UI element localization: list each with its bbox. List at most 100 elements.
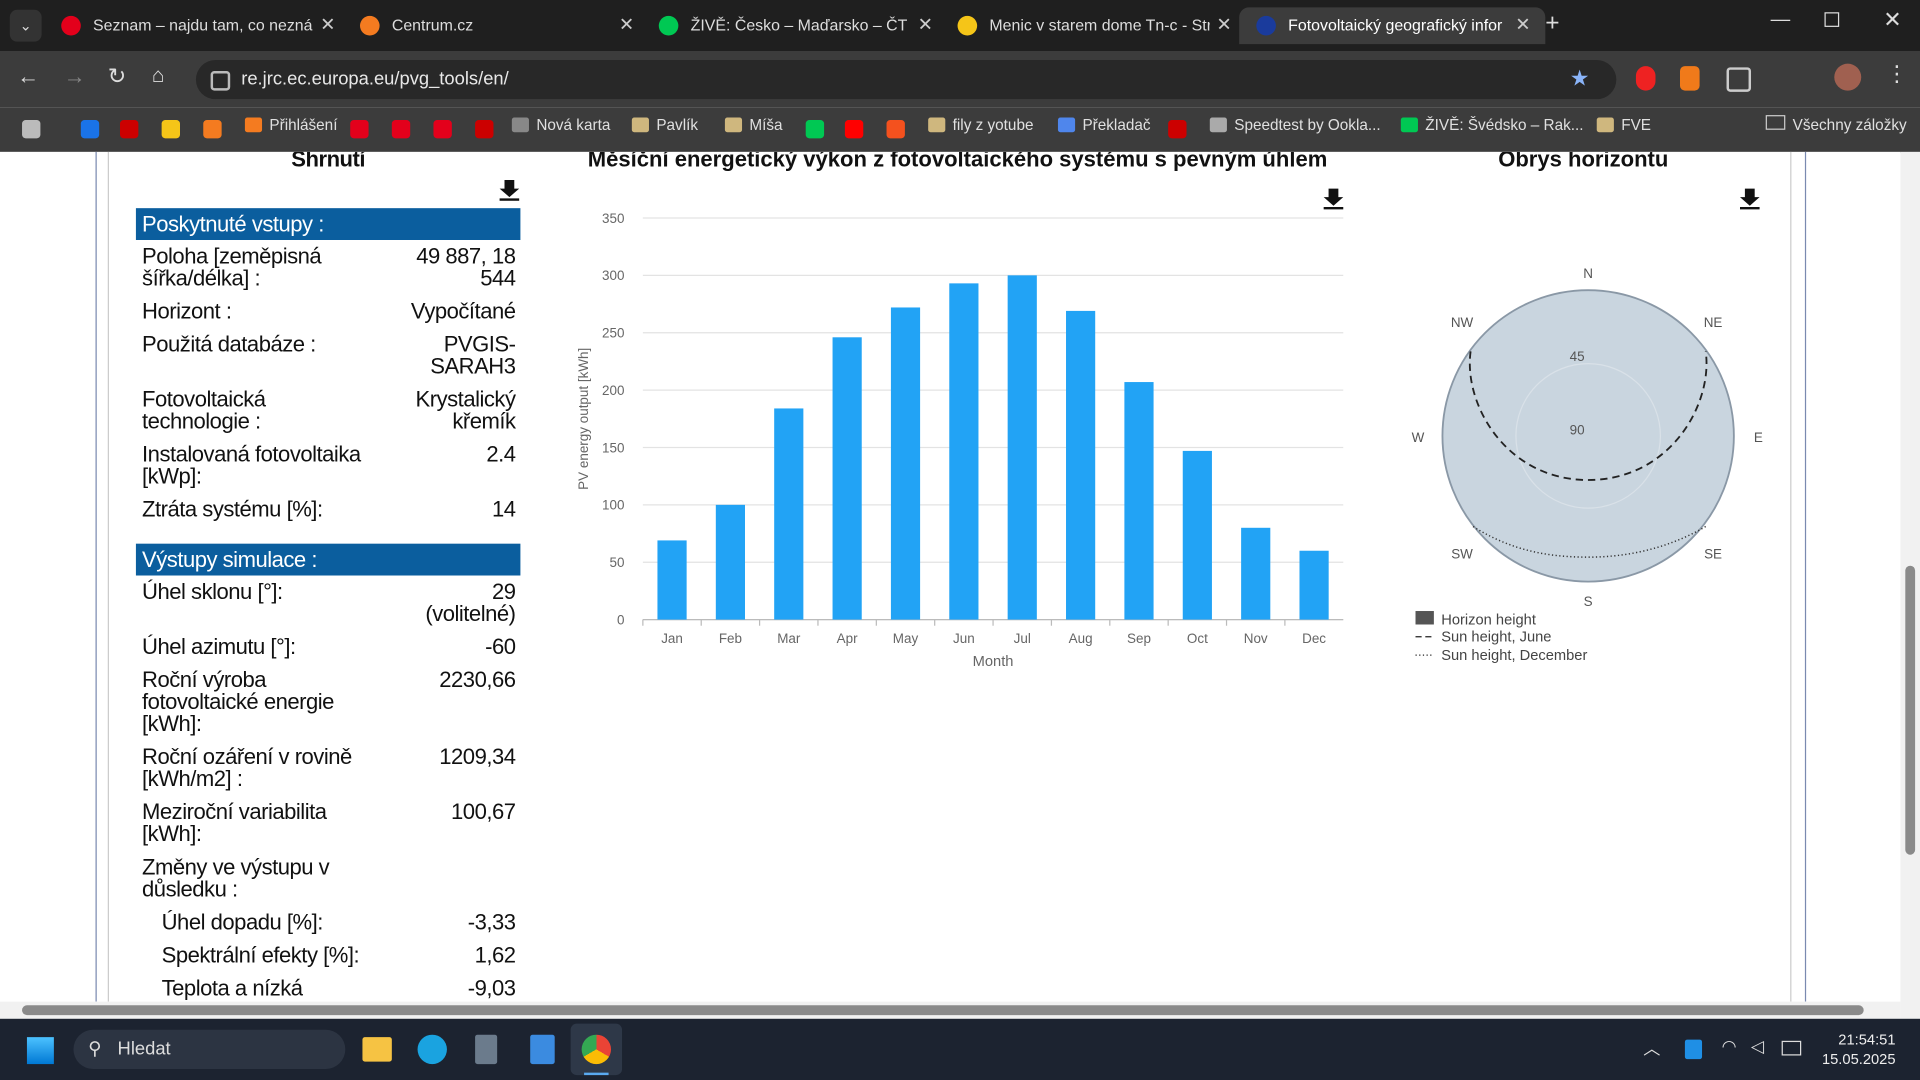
outputs-list: Úhel sklonu [°]: 29 (volitelné) Úhel azimu…	[136, 580, 520, 844]
bookmark-icon-only[interactable]	[22, 120, 41, 139]
bookmark-label: Pavlík	[656, 116, 699, 134]
horizon-title: Obrys horizontu	[1498, 152, 1668, 172]
bookmark-icon-only[interactable]	[1168, 120, 1187, 139]
close-button[interactable]: ✕	[1883, 7, 1902, 32]
row-value: 29 (volitelné)	[425, 579, 516, 626]
horizontal-scrollbar[interactable]	[0, 1001, 1901, 1019]
tab-close[interactable]: ✕	[1515, 14, 1531, 36]
download-icon[interactable]	[1740, 188, 1760, 210]
reload-button[interactable]: ↻	[107, 63, 127, 89]
y-tick-label: 300	[602, 268, 624, 283]
tab[interactable]: Fotovoltaický geografický infor ✕	[1239, 7, 1546, 45]
forward-button[interactable]: →	[63, 63, 86, 89]
row-value: 1209,34	[439, 744, 516, 769]
all-bookmarks[interactable]: Všechny záložky	[1765, 115, 1907, 135]
bookmark-icon-only[interactable]	[391, 120, 411, 139]
bookmark-label: Míša	[749, 116, 783, 134]
summary-title: Shrnutí	[291, 151, 366, 172]
bookmark-icon-only[interactable]	[475, 120, 494, 139]
bookmark-icon-only[interactable]	[80, 120, 100, 139]
edge-icon[interactable]	[417, 1034, 447, 1065]
explorer-icon[interactable]	[362, 1037, 392, 1062]
vertical-scrollbar[interactable]	[1900, 151, 1920, 1019]
bookmark-icon-only[interactable]	[844, 120, 864, 139]
row-label: Ztráta systému [%]:	[142, 497, 323, 522]
menu-button[interactable]: ⋮	[1885, 61, 1908, 86]
notepad-icon[interactable]	[530, 1034, 555, 1065]
summary-row: Horizont : Vypočítané	[136, 300, 520, 322]
download-icon[interactable]	[498, 179, 520, 201]
maximize-button[interactable]	[1824, 12, 1840, 27]
scroll-thumb[interactable]	[1905, 565, 1916, 855]
bookmark-icon-only[interactable]	[161, 120, 180, 139]
bookmark-icon-only[interactable]	[805, 120, 825, 139]
summary-row: Použitá databáze : PVGIS-SARAH3	[136, 333, 520, 377]
extension-icon[interactable]	[1680, 66, 1700, 91]
legend-label: Sun height, December	[1441, 648, 1587, 664]
tab[interactable]: Seznam – najdu tam, co neznán ✕	[44, 7, 350, 44]
volume-icon[interactable]: ◁	[1751, 1035, 1765, 1056]
bookmark-icon-only[interactable]	[433, 120, 452, 139]
minimize-button[interactable]: —	[1770, 9, 1791, 31]
summary-row: Ztráta systému [%]: 14	[136, 498, 520, 520]
direction-label: E	[1754, 430, 1763, 445]
bookmark-star[interactable]: ★	[1569, 66, 1590, 91]
clock[interactable]: 21:54:51 15.05.2025	[1810, 1030, 1896, 1069]
bookmark[interactable]: Přihlášení	[244, 115, 337, 135]
bookmark-label: Speedtest by Ookla...	[1234, 116, 1381, 134]
calculator-icon[interactable]	[475, 1034, 498, 1065]
summary-row: Úhel dopadu [%]: -3,33	[136, 911, 520, 933]
tab-search-button[interactable]: ⌄	[9, 9, 42, 42]
tab[interactable]: Menic v starem dome Tn-c - Str ✕	[940, 7, 1246, 44]
bookmark-icon-only[interactable]	[203, 120, 222, 139]
changes-list: Úhel dopadu [%]: -3,33 Spektrální efekty […	[136, 911, 520, 999]
summary-row: Fotovoltaická technologie : Krystalický k…	[136, 388, 520, 432]
start-button[interactable]	[26, 1037, 54, 1065]
tab-close[interactable]: ✕	[1216, 14, 1232, 36]
tab-close[interactable]: ✕	[618, 14, 635, 36]
bookmark[interactable]: Pavlík	[631, 115, 699, 135]
search-box[interactable]: ⚲ Hledat	[73, 1029, 346, 1069]
bookmark-label: Překladač	[1082, 116, 1151, 134]
x-axis-label: Month	[973, 654, 1014, 670]
bookmark-icon-only[interactable]	[886, 120, 905, 139]
summary-row: Úhel sklonu [°]: 29 (volitelné)	[136, 580, 520, 624]
bookmark[interactable]: Míša	[724, 115, 783, 135]
chrome-button[interactable]	[570, 1023, 623, 1076]
bookmark-icon	[1209, 117, 1227, 133]
network-icon[interactable]: ◠	[1721, 1035, 1737, 1056]
extensions-button[interactable]	[1726, 67, 1752, 92]
new-tab-button[interactable]: +	[1545, 9, 1560, 37]
legend-label: Horizon height	[1441, 612, 1536, 628]
bookmark[interactable]: FVE	[1596, 115, 1651, 135]
battery-icon[interactable]	[1781, 1040, 1802, 1056]
site-info-icon[interactable]	[210, 71, 231, 91]
tray-expand[interactable]: ︿	[1643, 1038, 1661, 1058]
defender-icon[interactable]	[1684, 1039, 1703, 1060]
toolbar: ← → ↻ ⌂ re.jrc.ec.europa.eu/pvg_tools/en…	[0, 51, 1920, 108]
bookmark[interactable]: fily z yotube	[928, 115, 1033, 135]
bookmark[interactable]: Nová karta	[511, 115, 610, 135]
download-icon[interactable]	[1323, 188, 1344, 210]
tab[interactable]: ŽIVĚ: Česko – Maďarsko – ČT sp ✕	[642, 7, 948, 44]
bar	[1066, 310, 1096, 620]
bookmark-icon-only[interactable]	[120, 120, 139, 139]
back-button[interactable]: ←	[17, 63, 40, 89]
home-button[interactable]: ⌂	[151, 63, 165, 87]
tab-close[interactable]: ✕	[917, 14, 934, 36]
profile-avatar[interactable]	[1834, 63, 1862, 91]
scroll-thumb[interactable]	[22, 1005, 1864, 1016]
taskbar: ⚲ Hledat ︿ ◠ ◁ 21:54:51 15.05.2025	[0, 1018, 1920, 1080]
legend-swatch	[1415, 611, 1434, 625]
extension-icon[interactable]	[1635, 66, 1656, 91]
bookmark[interactable]: Speedtest by Ookla...	[1209, 115, 1381, 135]
bookmark[interactable]: Překladač	[1057, 115, 1151, 135]
bookmark-icon	[244, 117, 263, 133]
address-bar[interactable]: re.jrc.ec.europa.eu/pvg_tools/en/ ★	[195, 60, 1617, 100]
bookmark[interactable]: ŽIVĚ: Švédsko – Rak...	[1400, 115, 1584, 135]
tab-title: Fotovoltaický geografický infor	[1288, 15, 1503, 35]
bookmark-icon-only[interactable]	[350, 120, 369, 139]
tab-close[interactable]: ✕	[320, 14, 336, 36]
tab[interactable]: Centrum.cz ✕	[343, 7, 649, 44]
